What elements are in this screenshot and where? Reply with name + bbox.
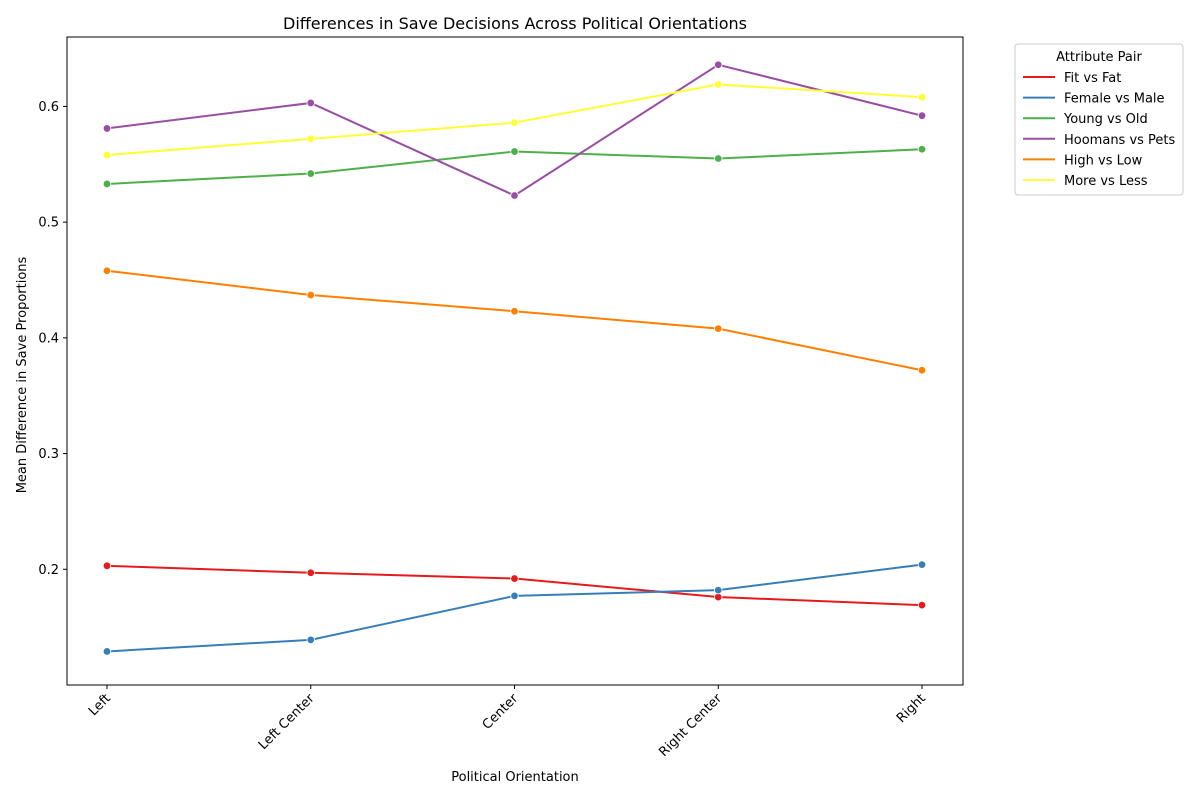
data-point (510, 591, 519, 601)
axes-frame (66, 36, 964, 686)
data-point (510, 147, 519, 156)
data-point (306, 98, 315, 108)
series-line (106, 63, 923, 197)
data-point (102, 561, 112, 571)
data-point (714, 592, 723, 602)
data-point (714, 324, 723, 333)
y-tick-label: 0.6 (38, 100, 59, 115)
data-point (917, 145, 927, 154)
data-point (714, 80, 723, 89)
data-point (917, 560, 927, 569)
y-axis-label: Mean Difference in Save Proportions (15, 256, 30, 493)
x-tick-label: Left Center (256, 691, 318, 753)
plot-area: 0.2 0.3 0.4 0.5 0.6 Left Left Center Center Righ… (38, 36, 964, 760)
data-point (510, 191, 519, 200)
legend-label: Young vs Old (1063, 112, 1148, 127)
data-point (102, 179, 112, 189)
series-more-vs-less (102, 80, 927, 160)
data-point (917, 111, 927, 120)
data-point (510, 574, 519, 583)
legend-label: More vs Less (1064, 174, 1148, 189)
x-tick-label: Center (480, 691, 522, 733)
data-point (917, 600, 927, 610)
x-tick-label: Right (894, 691, 929, 726)
data-point (306, 568, 315, 577)
data-point (306, 169, 315, 178)
data-point (917, 366, 927, 375)
data-point (102, 647, 112, 656)
data-point (714, 154, 723, 163)
legend-label: High vs Low (1064, 153, 1143, 168)
data-point (714, 585, 723, 595)
legend-items: Fit vs Fat Female vs Male Young vs Old Hoom… (1023, 71, 1176, 189)
data-point (306, 635, 315, 645)
data-point (510, 307, 519, 316)
y-tick-label: 0.4 (38, 331, 59, 346)
series-young-vs-old (102, 145, 927, 189)
y-tick-label: 0.2 (38, 563, 59, 578)
chart-title: Differences in Save Decisions Across Pol… (283, 14, 747, 33)
series-female-vs-male (102, 560, 927, 656)
y-tick-label: 0.3 (38, 447, 59, 462)
legend-label: Fit vs Fat (1064, 71, 1121, 86)
legend: Attribute Pair Fit vs Fat Female vs Male Y… (1014, 43, 1184, 196)
data-point (102, 124, 112, 133)
series-high-vs-low (102, 266, 927, 375)
data-point (102, 150, 112, 160)
x-axis-label: Political Orientation (451, 770, 579, 785)
legend-label: Female vs Male (1064, 92, 1165, 107)
x-tick-label: Left (86, 691, 114, 719)
series-line (106, 269, 923, 372)
data-point (306, 290, 315, 300)
series-hoomans-vs-pets (102, 60, 927, 200)
x-tick-label: Right Center (656, 691, 725, 760)
legend-title: Attribute Pair (1056, 50, 1142, 65)
legend-frame (1014, 43, 1184, 196)
data-point (917, 92, 927, 102)
data-point (102, 266, 112, 275)
series-fit-vs-fat (102, 561, 927, 610)
y-tick-label: 0.5 (38, 216, 59, 231)
legend-label: Hoomans vs Pets (1064, 133, 1176, 148)
data-point (510, 118, 519, 127)
data-point (306, 134, 315, 144)
data-point (714, 60, 723, 69)
